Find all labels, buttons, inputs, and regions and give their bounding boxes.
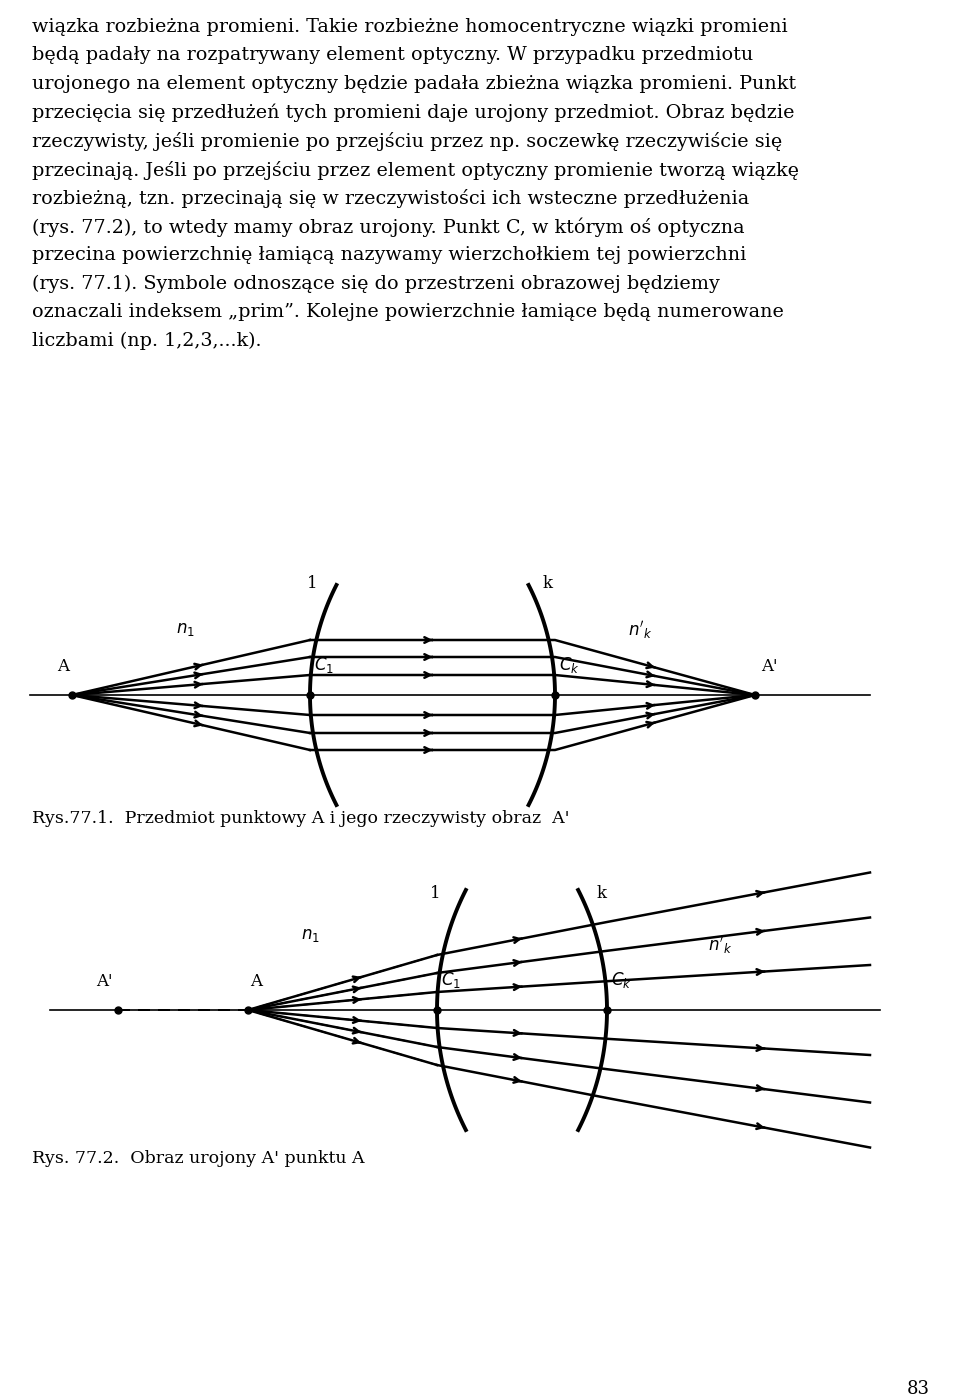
Text: (rys. 77.1). Symbole odnoszące się do przestrzeni obrazowej będziemy: (rys. 77.1). Symbole odnoszące się do pr… <box>32 274 720 293</box>
Text: urojonego na element optyczny będzie padała zbieżna wiązka promieni. Punkt: urojonego na element optyczny będzie pad… <box>32 75 796 94</box>
Text: rzeczywisty, jeśli promienie po przejściu przez np. soczewkę rzeczywiście się: rzeczywisty, jeśli promienie po przejści… <box>32 131 782 151</box>
Text: $n_1$: $n_1$ <box>300 926 320 943</box>
Text: Rys. 77.2.  Obraz urojony A' punktu A: Rys. 77.2. Obraz urojony A' punktu A <box>32 1150 365 1166</box>
Text: A': A' <box>97 972 113 990</box>
Text: $C_1$: $C_1$ <box>314 655 334 675</box>
Text: rozbieżną, tzn. przecinają się w rzeczywistości ich wsteczne przedłużenia: rozbieżną, tzn. przecinają się w rzeczyw… <box>32 189 749 208</box>
Text: $C_k$: $C_k$ <box>611 970 632 990</box>
Text: 1: 1 <box>430 886 441 902</box>
Text: przecina powierzchnię łamiącą nazywamy wierzchołkiem tej powierzchni: przecina powierzchnię łamiącą nazywamy w… <box>32 246 746 264</box>
Text: liczbami (np. 1,2,3,...k).: liczbami (np. 1,2,3,...k). <box>32 331 261 349</box>
Text: (rys. 77.2), to wtedy mamy obraz urojony. Punkt C, w którym oś optyczna: (rys. 77.2), to wtedy mamy obraz urojony… <box>32 218 745 237</box>
Text: przecięcia się przedłużeń tych promieni daje urojony przedmiot. Obraz będzie: przecięcia się przedłużeń tych promieni … <box>32 103 795 122</box>
Text: k: k <box>543 576 553 592</box>
Text: $n_1$: $n_1$ <box>176 622 195 638</box>
Text: $C_k$: $C_k$ <box>559 655 580 675</box>
Text: k: k <box>597 886 607 902</box>
Text: A': A' <box>761 658 778 675</box>
Text: $n'_k$: $n'_k$ <box>708 935 732 956</box>
Text: $n'_k$: $n'_k$ <box>628 619 652 641</box>
Text: Rys.77.1.  Przedmiot punktowy A i jego rzeczywisty obraz  A': Rys.77.1. Przedmiot punktowy A i jego rz… <box>32 810 569 827</box>
Text: będą padały na rozpatrywany element optyczny. W przypadku przedmiotu: będą padały na rozpatrywany element opty… <box>32 46 754 64</box>
Text: wiązka rozbieżna promieni. Takie rozbieżne homocentryczne wiązki promieni: wiązka rozbieżna promieni. Takie rozbież… <box>32 18 788 36</box>
Text: przecinają. Jeśli po przejściu przez element optyczny promienie tworzą wiązkę: przecinają. Jeśli po przejściu przez ele… <box>32 161 799 179</box>
Text: A: A <box>57 658 69 675</box>
Text: A: A <box>250 972 262 990</box>
Text: oznaczali indeksem „prim”. Kolejne powierzchnie łamiące będą numerowane: oznaczali indeksem „prim”. Kolejne powie… <box>32 303 784 321</box>
Text: $C_1$: $C_1$ <box>441 970 461 990</box>
Text: 83: 83 <box>907 1380 930 1397</box>
Text: 1: 1 <box>306 576 318 592</box>
